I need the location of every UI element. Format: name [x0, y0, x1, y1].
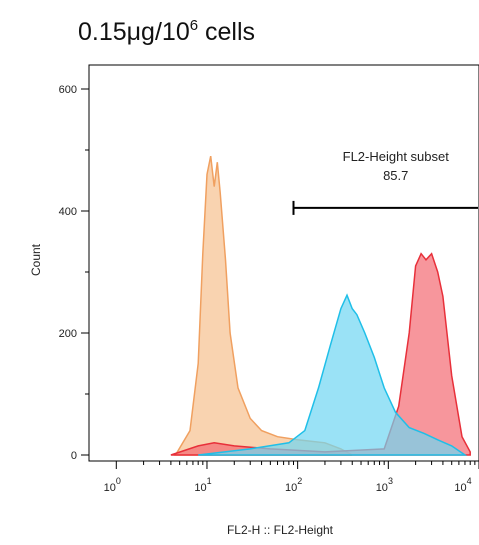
- gate-annotation: FL2-Height subset 85.7: [292, 149, 478, 215]
- x-axis-label: FL2-H :: FL2-Height: [227, 523, 334, 537]
- chart-title-suffix: cells: [198, 18, 255, 46]
- chart-title-main: 0.15μg/10: [78, 18, 190, 46]
- x-tick-label-4: 104: [454, 476, 471, 494]
- chart-title: 0.15μg/106 cells: [78, 17, 255, 46]
- y-axis-ticks: 0 200 400 600: [59, 84, 89, 462]
- histogram-series-2: [170, 252, 471, 456]
- x-axis-ticks: 100 101 102 103 104: [104, 461, 479, 494]
- histogram-layer: [170, 155, 471, 456]
- histogram-series-3: [198, 293, 468, 456]
- y-tick-label-0: 0: [71, 450, 77, 462]
- x-tick-label-3: 103: [376, 476, 393, 494]
- y-tick-label-3: 600: [59, 84, 77, 96]
- y-tick-label-1: 200: [59, 328, 77, 340]
- x-tick-label-2: 102: [285, 476, 302, 494]
- chart-title-superscript: 6: [190, 17, 198, 34]
- gate-value: 85.7: [383, 168, 408, 183]
- y-tick-label-2: 400: [59, 206, 77, 218]
- y-axis-label: Count: [29, 243, 43, 276]
- x-tick-label-1: 101: [194, 476, 211, 494]
- gate-label: FL2-Height subset: [343, 149, 450, 164]
- x-tick-label-0: 100: [104, 476, 121, 494]
